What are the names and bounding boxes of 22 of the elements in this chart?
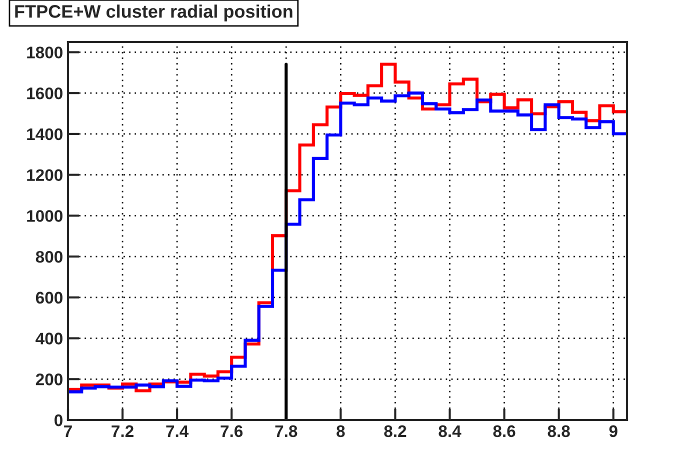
x-tick-label: 7	[64, 425, 72, 437]
y-tick-label: 0	[54, 414, 62, 426]
y-tick-label: 1400	[27, 128, 62, 140]
x-tick-label: 7.2	[112, 425, 134, 437]
x-tick-label: 9	[609, 425, 618, 438]
y-tick-label: 800	[36, 250, 62, 263]
chart-title: FTPCE+W cluster radial position	[15, 4, 292, 22]
y-tick-label: 600	[36, 292, 62, 304]
x-tick-label: 8	[336, 425, 345, 438]
x-tick-label: 8.4	[438, 425, 462, 438]
x-tick-label: 7.8	[275, 425, 298, 438]
x-tick-label: 7.6	[220, 425, 243, 438]
y-tick-label: 400	[36, 332, 62, 344]
x-tick-label: 8.2	[384, 425, 406, 438]
y-tick-label: 200	[36, 374, 62, 386]
y-tick-label: 1600	[27, 87, 62, 100]
x-tick-label: 8.6	[493, 425, 516, 438]
y-tick-label: 1200	[27, 169, 62, 182]
x-tick-label: 7.4	[166, 425, 189, 437]
y-tick-label: 1800	[27, 46, 62, 58]
x-tick-label: 8.8	[548, 425, 570, 438]
y-tick-label: 1000	[27, 210, 62, 222]
